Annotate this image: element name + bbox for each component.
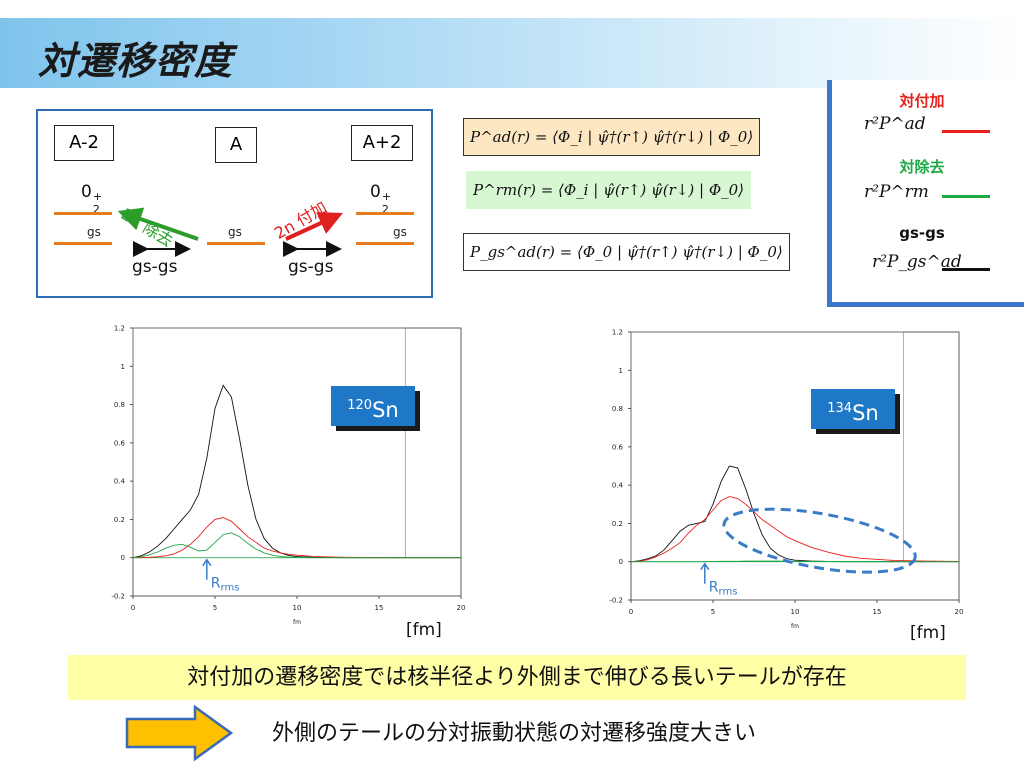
x-tick-label: 15	[873, 608, 882, 616]
rrms-arrow-head	[202, 558, 212, 567]
formula-gs-gs: P_gs^ad(r) = ⟨Φ_0 | ψ̂†(r↑) ψ̂†(r↓) | Φ_…	[463, 233, 790, 271]
legend-gs-math: r²P_gs^ad	[872, 252, 962, 272]
rrms-arrow-head	[700, 562, 710, 571]
y-tick-label: 0	[121, 554, 125, 562]
plot-inner-frame	[630, 331, 904, 563]
y-tick-label: 0.2	[114, 516, 125, 524]
tag-120sn: 120Sn	[331, 386, 415, 426]
series-line-2	[631, 560, 959, 563]
y-tick-label: 0.8	[612, 405, 623, 413]
legend-ad-math: r²P^ad	[864, 114, 926, 134]
x-tick-label: 5	[711, 608, 715, 616]
rrms-sub: rms	[221, 583, 240, 594]
y-tick-label: 1	[619, 367, 623, 375]
formula-pair-removal: P^rm(r) = ⟨Φ_i | ψ̂(r↑) ψ̂(r↓) | Φ_0⟩	[466, 171, 752, 209]
tag-120sn-mass: 120	[347, 398, 373, 413]
gs-label-left: gs	[87, 225, 101, 239]
tag-134sn-mass: 134	[827, 401, 853, 416]
legend-gs-swatch	[942, 268, 990, 271]
tag-134sn-element: Sn	[852, 401, 879, 425]
series-line-1	[630, 496, 960, 563]
gsgs-label-right: gs-gs	[288, 257, 334, 277]
tag-120sn-element: Sn	[372, 398, 399, 422]
plot-frame	[132, 327, 462, 597]
summary-banner: 対付加の遷移密度では核半径より外側まで伸びる長いテールが存在	[68, 655, 966, 700]
xunit-label-left: [fm]	[406, 620, 442, 640]
x-tick-label: 15	[375, 604, 384, 612]
rrms-label: Rrms	[709, 580, 738, 598]
x-tick-label: 10	[293, 604, 302, 612]
y-tick-label: 0	[619, 558, 623, 566]
plot-inner-frame	[132, 327, 406, 559]
tail-highlight-ellipse	[722, 507, 917, 574]
y-tick-label: 0.4	[114, 478, 126, 486]
rrms-main: R	[709, 580, 719, 596]
tag-134sn: 134Sn	[811, 389, 895, 429]
rrms-main: R	[211, 576, 221, 592]
conclusion-text: 外側のテールの分対振動状態の対遷移強度大きい	[272, 721, 757, 746]
y-tick-label: 0.8	[114, 401, 125, 409]
x-tick-label: 5	[213, 604, 217, 612]
slide-title: 対遷移密度	[38, 39, 234, 83]
series-line-2	[132, 532, 461, 559]
level-diagram: A-2 A A+2 0 + 2 gs gs 0 + 2 gs 2n 除去 2n …	[36, 109, 433, 298]
y-tick-label: 0.6	[114, 439, 126, 447]
level-center-gs	[207, 242, 265, 245]
gs-label-center: gs	[228, 225, 242, 239]
x-tick-label: 20	[457, 604, 466, 612]
y-tick-label: 1.2	[612, 329, 623, 337]
rrms-label: Rrms	[211, 576, 240, 594]
x-axis-unit: fm	[791, 623, 799, 630]
chart-134sn: -0.2 0 0.2 0.4 0.6 0.8 1 1.2 0 5 10 15 20 fm Rrms	[609, 329, 964, 631]
y-tick-label: -0.2	[609, 597, 623, 605]
nucleus-right-box: A+2	[351, 125, 413, 161]
level-left-label: 0 + 2	[81, 182, 103, 216]
x-tick-label: 10	[791, 608, 800, 616]
legend-ad-swatch	[942, 130, 990, 133]
legend-rm-math: r²P^rm	[864, 182, 929, 202]
x-tick-label: 20	[955, 608, 964, 616]
level-right-sub: 2	[381, 203, 389, 216]
series-line-1	[133, 517, 461, 559]
y-tick-label: 0.4	[612, 482, 624, 490]
diagram-arrows	[117, 207, 343, 257]
title-bar	[0, 18, 1024, 88]
level-left-main: 0	[81, 182, 92, 202]
chart-120sn: -0.2 0 0.2 0.4 0.6 0.8 1 1.2 0 5 10 15 20 fm Rrms	[111, 325, 466, 627]
nucleus-left-box: A-2	[54, 125, 114, 161]
x-tick-label: 0	[629, 608, 633, 616]
removal-arrow	[117, 207, 199, 241]
level-left-sup: +	[92, 190, 103, 203]
legend-rm-swatch	[942, 195, 990, 198]
right-arrow-icon	[125, 705, 233, 761]
level-left-gs	[54, 242, 112, 245]
y-tick-label: 0.2	[612, 520, 623, 528]
gs-label-right: gs	[393, 225, 407, 239]
addition-arrow	[285, 212, 343, 241]
level-left-sub: 2	[92, 203, 100, 216]
x-axis-unit: fm	[293, 619, 301, 626]
y-tick-label: -0.2	[111, 593, 125, 601]
formula-pair-addition: P^ad(r) = ⟨Φ_i | ψ̂†(r↑) ψ̂†(r↓) | Φ_0⟩	[463, 118, 761, 156]
legend-ad-title: 対付加	[899, 92, 945, 110]
legend-rm-title: 対除去	[899, 158, 945, 176]
nucleus-center-box: A	[215, 127, 257, 163]
level-right-main: 0	[370, 182, 381, 202]
level-right-excited	[356, 212, 414, 215]
gsgs-label-left: gs-gs	[132, 257, 178, 277]
y-tick-label: 1.2	[114, 325, 125, 333]
level-left-excited	[54, 212, 112, 215]
legend-box: 対付加 r²P^ad 対除去 r²P^rm gs-gs r²P_gs^ad	[827, 80, 1024, 307]
y-tick-label: 0.6	[612, 443, 624, 451]
level-right-sup: +	[381, 190, 392, 203]
level-right-gs	[356, 242, 414, 245]
legend-gs-title: gs-gs	[899, 224, 945, 242]
xunit-label-right: [fm]	[910, 623, 946, 643]
level-right-label: 0 + 2	[370, 182, 392, 216]
x-tick-label: 0	[131, 604, 135, 612]
rrms-sub: rms	[719, 587, 738, 598]
y-tick-label: 1	[121, 363, 125, 371]
